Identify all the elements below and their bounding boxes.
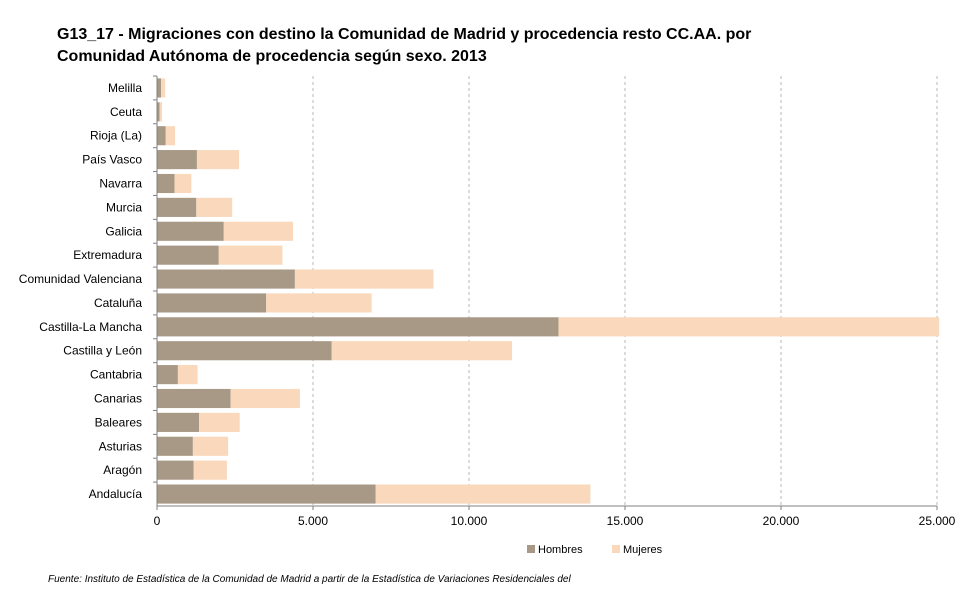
bar-mujeres — [177, 365, 198, 385]
bar-hombres — [157, 126, 166, 146]
bar-mujeres — [375, 484, 591, 504]
x-tick-label: 5.000 — [298, 514, 328, 528]
bar-mujeres — [192, 436, 229, 456]
x-tick-label: 10.000 — [451, 514, 488, 528]
category-label: Ceuta — [110, 105, 142, 119]
bar-mujeres — [193, 460, 227, 480]
legend-swatch — [612, 545, 620, 553]
category-label: Melilla — [108, 81, 142, 95]
category-label: Galicia — [105, 224, 142, 238]
category-label: Comunidad Valenciana — [19, 272, 143, 286]
bar-mujeres — [199, 412, 240, 432]
bar-mujeres — [218, 245, 283, 265]
bar-hombres — [157, 245, 219, 265]
category-label: Rioja (La) — [90, 129, 142, 143]
chart-title-line-1: G13_17 - Migraciones con destino la Comu… — [57, 26, 752, 43]
x-tick-label: 25.000 — [919, 514, 956, 528]
legend-label: Hombres — [538, 544, 583, 556]
chart-title-line-2: Comunidad Autónoma de procedencia según … — [57, 48, 487, 65]
bar-mujeres — [294, 269, 434, 289]
bar-mujeres — [331, 341, 513, 361]
x-tick-label: 20.000 — [763, 514, 800, 528]
category-label: Andalucía — [89, 487, 143, 501]
chart-title: G13_17 - Migraciones con destino la Comu… — [57, 24, 937, 68]
bar-hombres — [157, 365, 178, 385]
bar-hombres — [157, 412, 200, 432]
bar-hombres — [157, 317, 559, 337]
legend-swatch — [527, 545, 535, 553]
bar-hombres — [157, 436, 193, 456]
legend-label: Mujeres — [623, 544, 663, 556]
category-label: Extremadura — [73, 248, 142, 262]
bar-mujeres — [165, 126, 176, 146]
category-label: Navarra — [99, 177, 142, 191]
category-label: Castilla y León — [63, 344, 142, 358]
category-label: País Vasco — [82, 153, 142, 167]
bar-mujeres — [174, 173, 192, 194]
bar-hombres — [157, 269, 295, 289]
category-label: Aragón — [103, 463, 142, 477]
x-tick-label: 15.000 — [607, 514, 644, 528]
bar-hombres — [157, 173, 175, 194]
source-note: Fuente: Instituto de Estadística de la C… — [48, 574, 571, 585]
bar-hombres — [157, 341, 332, 361]
x-tick-label: 0 — [154, 514, 161, 528]
bar-mujeres — [558, 317, 940, 337]
bar-mujeres — [230, 388, 300, 409]
bar-hombres — [157, 388, 231, 409]
bar-mujeres — [223, 221, 294, 241]
bar-mujeres — [161, 78, 166, 98]
category-label: Cantabria — [90, 368, 142, 382]
bar-hombres — [157, 197, 197, 217]
bar-hombres — [157, 460, 194, 480]
category-label: Asturias — [99, 439, 142, 453]
bar-mujeres — [159, 102, 162, 122]
bar-hombres — [157, 293, 267, 313]
bar-mujeres — [196, 197, 233, 217]
bar-hombres — [157, 150, 197, 170]
bar-hombres — [157, 484, 376, 504]
category-label: Canarias — [94, 392, 142, 406]
category-label: Murcia — [106, 200, 142, 214]
bar-mujeres — [266, 293, 372, 313]
bar-hombres — [157, 78, 162, 98]
category-label: Baleares — [95, 415, 142, 429]
bar-hombres — [157, 221, 224, 241]
category-label: Cataluña — [94, 296, 142, 310]
bar-mujeres — [196, 150, 240, 170]
category-label: Castilla-La Mancha — [39, 320, 142, 334]
bar-hombres — [157, 102, 160, 122]
